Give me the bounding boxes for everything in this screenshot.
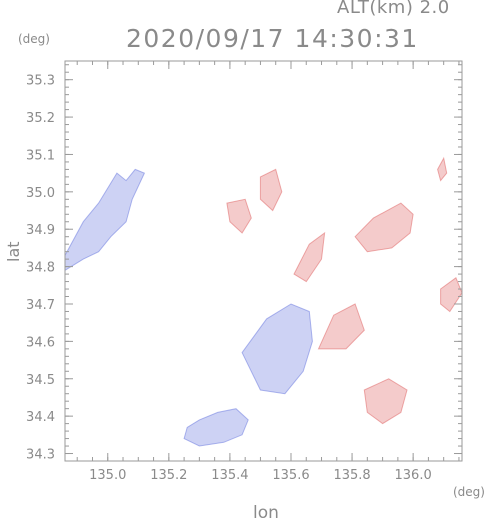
y-tick-label: 34.7 [26,298,55,313]
echo-region-east-edge-red [440,277,463,313]
timestamp-title: 2020/09/17 14:30:31 [126,24,419,53]
x-axis-unit: (deg) [453,485,485,499]
y-axis-unit: (deg) [18,32,50,46]
echo-region-center-east-mixed [317,303,365,350]
y-tick-label: 35.2 [26,111,55,126]
echo-region-center-mixed [241,303,313,395]
x-tick-label: 135.6 [272,468,309,483]
y-tick-label: 35.0 [26,186,55,201]
y-tick-label: 34.8 [26,261,55,276]
x-tick-label: 136.0 [395,468,432,483]
echo-region-far-northeast-red [437,156,448,182]
y-tick-label: 34.5 [26,373,55,388]
x-tick-label: 135.2 [150,468,187,483]
x-tick-label: 135.8 [333,468,370,483]
echo-regions [64,156,463,447]
echo-region-north-pink-b [259,168,283,212]
echo-region-north-pink-a [226,198,252,234]
y-tick-label: 35.3 [26,74,55,89]
y-tick-label: 34.4 [26,410,55,425]
echo-region-northeast-strip [293,231,326,283]
echo-region-southeast-red [363,378,408,425]
echo-region-west-blue [64,168,146,272]
echo-region-east-red [354,202,414,253]
x-tick-label: 135.0 [89,468,126,483]
y-tick-label: 34.9 [26,223,55,238]
echo-region-south-blue [183,408,249,447]
y-tick-label: 34.6 [26,335,55,350]
x-axis-label: lon [253,503,279,523]
axis-ticks: 135.0 135.2 135.4 135.6 135.8 136.0 34.3 34.4 34… [26,61,462,483]
y-tick-label: 35.1 [26,148,55,163]
altitude-label: ALT(km) 2.0 [337,0,450,18]
plot-frame [64,60,463,462]
y-tick-label: 34.3 [26,448,55,463]
x-tick-label: 135.4 [211,468,248,483]
